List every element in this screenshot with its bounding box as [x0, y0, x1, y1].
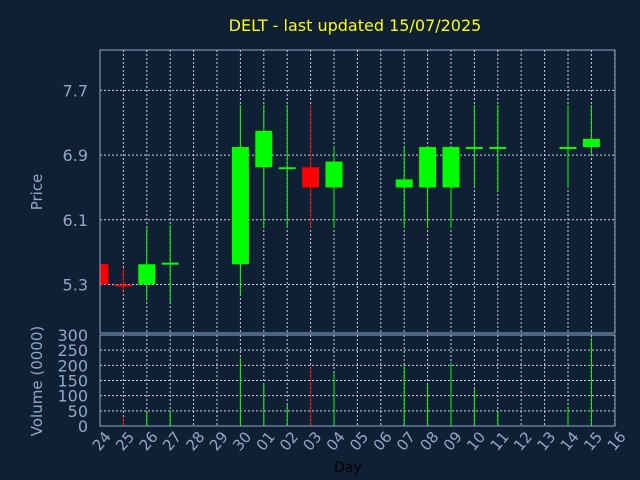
candle-body: [231, 147, 249, 265]
price-plot-border: [99, 49, 616, 334]
candle-body: [442, 147, 460, 188]
x-tick-label: 09: [440, 428, 466, 454]
x-tick-label: 10: [463, 428, 489, 454]
x-tick-label: 28: [182, 428, 208, 454]
volume-plot-border: [99, 334, 616, 427]
x-tick-label: 03: [299, 428, 325, 454]
volume-tick-label: 50: [68, 402, 88, 421]
x-tick-label: 27: [159, 428, 185, 454]
candle-body: [325, 161, 343, 188]
candle-body: [100, 264, 109, 285]
volume-tick-label: 100: [57, 387, 88, 406]
volume-series: [122, 338, 592, 426]
candle-body: [419, 147, 437, 188]
volume-axis-label: Volume (0000): [28, 326, 46, 436]
candle-body: [582, 138, 600, 148]
volume-tick-label: 150: [57, 372, 88, 391]
price-grid: [100, 50, 616, 333]
price-tick-labels: 5.3 6.1 6.9 7.7: [63, 81, 88, 294]
x-tick-label: 02: [276, 428, 302, 454]
price-axis-label: Price: [28, 174, 46, 211]
x-tick-label: 26: [136, 428, 162, 454]
x-tick-label: 14: [557, 428, 583, 454]
x-axis-label: Day: [334, 460, 362, 476]
x-tick-label: 16: [604, 428, 630, 454]
x-tick-label: 05: [346, 428, 372, 454]
x-tick-label: 08: [416, 428, 442, 454]
x-tick-label: 15: [580, 428, 606, 454]
price-tick-label: 5.3: [63, 275, 88, 294]
x-tick-label: 13: [533, 428, 559, 454]
candle-body: [255, 130, 273, 168]
price-tick-label: 7.7: [63, 81, 88, 100]
candle-body: [559, 147, 577, 150]
x-tick-label: 01: [253, 428, 279, 454]
candle-body: [302, 167, 320, 188]
volume-tick-label: 250: [57, 341, 88, 360]
price-tick-label: 6.9: [63, 146, 88, 165]
candle-series: [99, 104, 600, 303]
x-tick-label: 12: [510, 428, 536, 454]
volume-tick-label: 0: [78, 417, 88, 436]
candle-body: [465, 147, 483, 150]
x-tick-label: 29: [206, 428, 232, 454]
candle-body: [114, 284, 132, 287]
x-tick-label: 25: [112, 428, 138, 454]
volume-tick-label: 200: [57, 356, 88, 375]
x-tick-label: 04: [323, 428, 349, 454]
x-tick-label: 24: [89, 428, 115, 454]
candle-body: [138, 264, 156, 285]
x-tick-label: 06: [370, 428, 396, 454]
volume-grid: [100, 335, 616, 426]
candle-body: [395, 179, 413, 188]
candle-body: [278, 167, 296, 170]
volume-tick-label: 300: [57, 326, 88, 345]
chart-title: DELT - last updated 15/07/2025: [229, 16, 482, 35]
x-tick-label: 30: [229, 428, 255, 454]
candle-body: [489, 147, 507, 150]
x-tick-label: 07: [393, 428, 419, 454]
candle-body: [161, 262, 179, 265]
price-tick-label: 6.1: [63, 211, 88, 230]
x-tick-labels: 2425262728293001020304050607080910111213…: [89, 428, 630, 454]
x-tick-label: 11: [487, 428, 513, 454]
